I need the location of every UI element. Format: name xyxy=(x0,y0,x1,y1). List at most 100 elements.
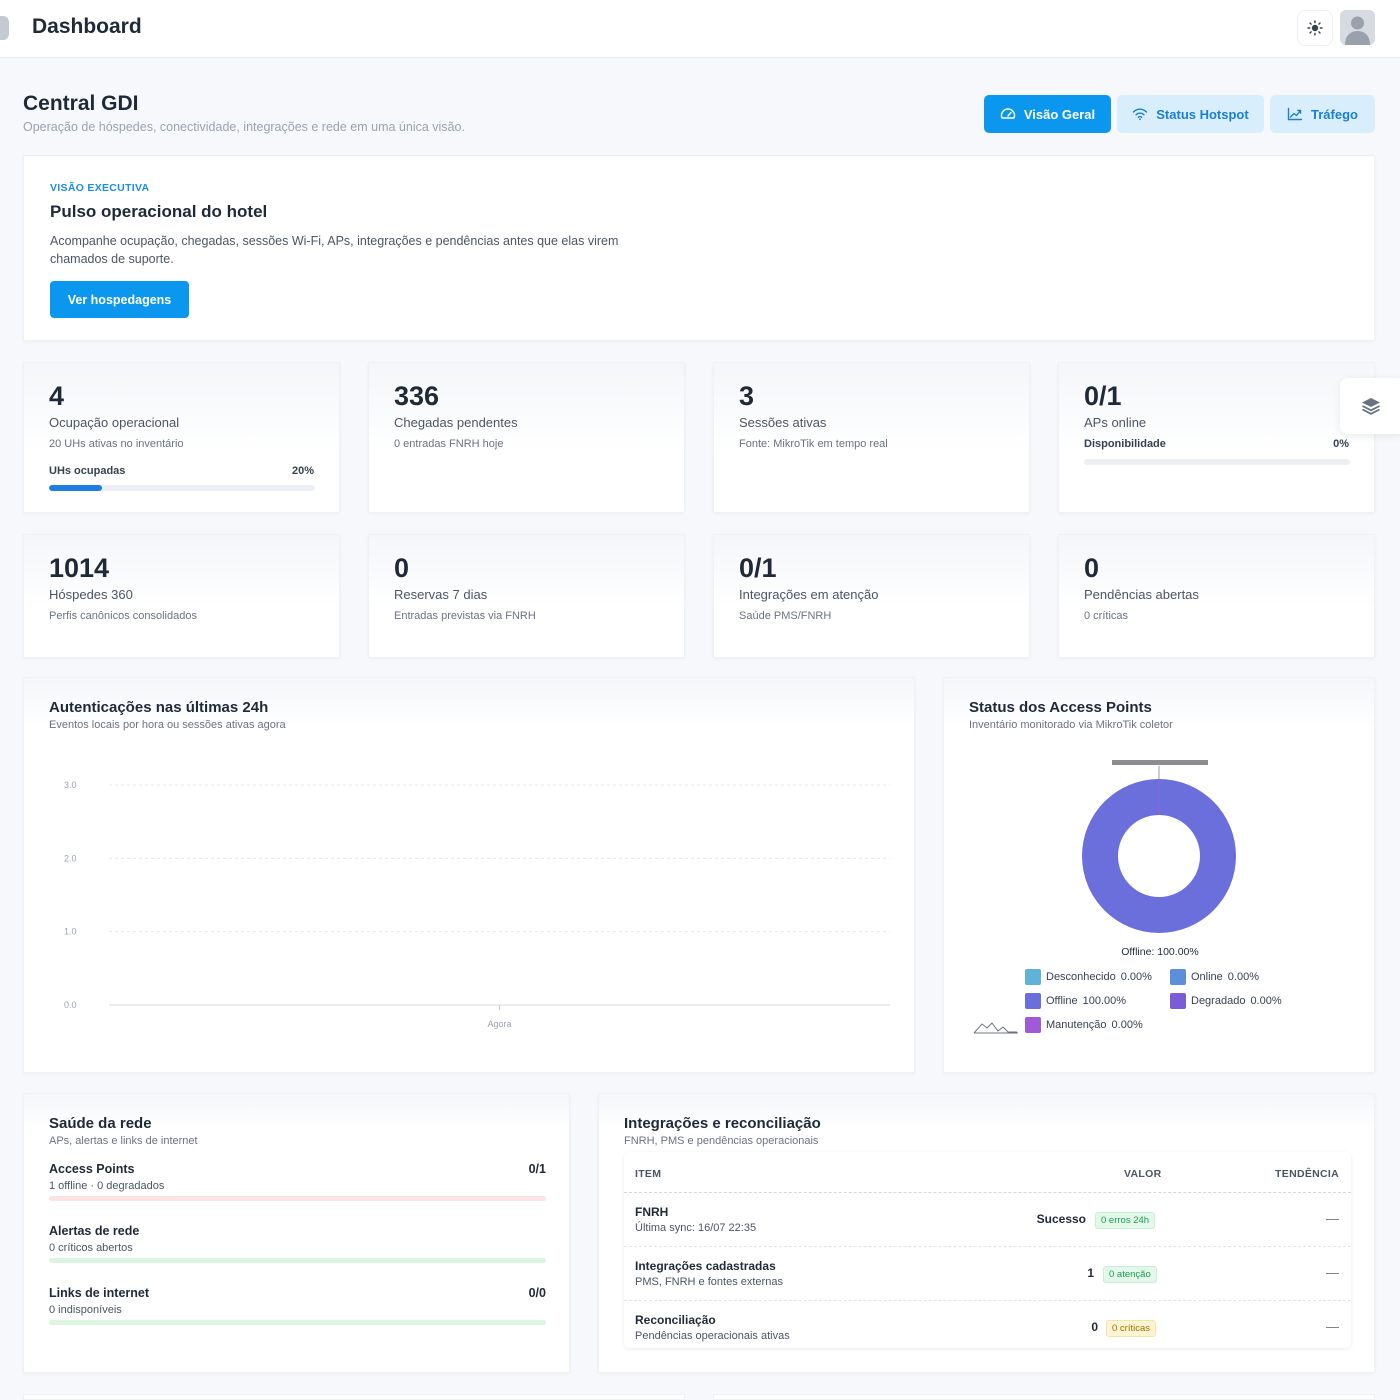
theme-toggle-button[interactable] xyxy=(1297,10,1333,46)
user-avatar[interactable] xyxy=(1340,10,1375,45)
legend-swatch xyxy=(1170,969,1186,985)
legend-swatch xyxy=(1025,969,1041,985)
network-health-panel: Saúde da rede APs, alertas e links de in… xyxy=(23,1093,570,1373)
row-title: Reconciliação xyxy=(635,1313,716,1327)
kpi-label: Ocupação operacional xyxy=(49,415,180,430)
table-row-reconciliacao[interactable]: Reconciliação Pendências operacionais at… xyxy=(624,1301,1351,1355)
legend-swatch xyxy=(1025,993,1041,1009)
legend-pct: 0.00% xyxy=(1120,971,1152,983)
access-points-panel: Status dos Access Points Inventário moni… xyxy=(943,677,1375,1073)
kpi-subtext: Fonte: MikroTik em tempo real xyxy=(739,438,888,450)
kpi-value: 1014 xyxy=(49,553,110,583)
kpi-label: APs online xyxy=(1084,415,1147,430)
authentications-panel: Autenticações nas últimas 24h Eventos lo… xyxy=(23,677,915,1073)
tab-status-hotspot[interactable]: Status Hotspot xyxy=(1117,95,1264,133)
sidebar-toggle-handle[interactable] xyxy=(0,16,9,40)
page-subtitle: Operação de hóspedes, conectividade, int… xyxy=(23,120,465,134)
row-value: 1 xyxy=(1087,1266,1094,1280)
network-row-value: 0/0 xyxy=(528,1286,546,1300)
legend-name: Desconhecido xyxy=(1046,971,1116,983)
panel-subtitle: FNRH, PMS e pendências operacionais xyxy=(624,1135,819,1147)
kpi-card-sessoes: 3 Sessões ativas Fonte: MikroTik em temp… xyxy=(713,362,1030,513)
donut-slice-offline xyxy=(1082,778,1236,934)
tab-label: Status Hotspot xyxy=(1156,106,1249,122)
row-divider xyxy=(624,1246,1351,1247)
integrations-table: ITEM VALOR TENDÊNCIA FNRH Última sync: 1… xyxy=(624,1152,1351,1348)
row-trend: — xyxy=(1326,1265,1339,1280)
ap-status-donut-chart xyxy=(1082,778,1236,934)
legend-swatch xyxy=(1170,993,1186,1009)
kpi-card-integracoes: 0/1 Integrações em atenção Saúde PMS/FNR… xyxy=(713,534,1030,658)
panel-title: Status dos Access Points xyxy=(969,699,1152,716)
kpi-card-ocupacao: 4 Ocupação operacional 20 UHs ativas no … xyxy=(23,362,340,513)
kpi-subtext: Saúde PMS/FNRH xyxy=(739,610,832,622)
kpi-label: Integrações em atenção xyxy=(739,587,879,602)
tab-trafego[interactable]: Tráfego xyxy=(1270,95,1375,133)
row-title: Integrações cadastradas xyxy=(635,1259,776,1273)
legend-name: Offline xyxy=(1046,995,1078,1007)
legend-item-desconhecido[interactable]: Desconhecido 0.00% xyxy=(1025,969,1152,985)
kpi-subtext: Entradas previstas via FNRH xyxy=(394,610,536,622)
network-row-title: Links de internet xyxy=(49,1286,150,1300)
chart-line-icon xyxy=(1287,107,1303,121)
row-trend: — xyxy=(1326,1319,1339,1334)
row-value: 0 xyxy=(1091,1320,1098,1334)
top-bar: Dashboard xyxy=(0,0,1400,58)
legend-swatch xyxy=(1025,1017,1041,1033)
app-title: Dashboard xyxy=(32,15,142,38)
page-title: Central GDI xyxy=(23,92,139,115)
ver-hospedagens-button[interactable]: Ver hospedagens xyxy=(50,281,189,318)
executive-overview-card: VISÃO EXECUTIVA Pulso operacional do hot… xyxy=(23,155,1375,341)
kpi-value: 0/1 xyxy=(1084,381,1122,411)
network-row-title: Access Points xyxy=(49,1162,135,1176)
network-row-subtext: 0 críticos abertos xyxy=(49,1242,133,1254)
kpi-value: 0 xyxy=(1084,553,1100,583)
kpi-card-reservas: 0 Reservas 7 dias Entradas previstas via… xyxy=(368,534,685,658)
legend-name: Degradado xyxy=(1191,995,1246,1007)
pie-top-callout xyxy=(1112,760,1208,780)
column-header-tendencia: TENDÊNCIA xyxy=(1275,1168,1339,1180)
hero-title: Pulso operacional do hotel xyxy=(50,202,268,221)
layers-button[interactable] xyxy=(1340,378,1400,434)
table-header-divider xyxy=(624,1192,1351,1193)
kpi-card-hospedes: 1014 Hóspedes 360 Perfis canônicos conso… xyxy=(23,534,340,658)
kpi-value: 0/1 xyxy=(739,553,777,583)
tab-visao-geral[interactable]: Visão Geral xyxy=(984,95,1111,133)
legend-item-degradado[interactable]: Degradado 0.00% xyxy=(1170,993,1282,1009)
kpi-value: 4 xyxy=(49,381,65,411)
status-badge: 0 críticas xyxy=(1106,1320,1157,1337)
panel-subtitle: Inventário monitorado via MikroTik colet… xyxy=(969,719,1173,731)
kpi-label: Pendências abertas xyxy=(1084,587,1199,602)
network-row-bar xyxy=(49,1258,546,1263)
kpi-bar-percent: 20% xyxy=(291,465,314,477)
tab-label: Visão Geral xyxy=(1023,106,1096,122)
next-cards-edge xyxy=(713,1394,1375,1400)
legend-pct: 0.00% xyxy=(1111,1019,1143,1031)
legend-item-online[interactable]: Online 0.00% xyxy=(1170,969,1259,985)
kpi-label: Hóspedes 360 xyxy=(49,587,133,602)
sparkline-watermark-icon xyxy=(973,1022,1018,1034)
kpi-card-chegadas: 336 Chegadas pendentes 0 entradas FNRH h… xyxy=(368,362,685,513)
user-avatar-icon xyxy=(1340,10,1375,45)
kpi-label: Chegadas pendentes xyxy=(394,415,518,430)
row-subtext: PMS, FNRH e fontes externas xyxy=(635,1276,783,1288)
legend-item-manutencao[interactable]: Manutenção 0.00% xyxy=(1025,1017,1143,1033)
legend-pct: 0.00% xyxy=(1227,971,1259,983)
network-row-subtext: 0 indisponíveis xyxy=(49,1304,122,1316)
row-title: FNRH xyxy=(635,1205,669,1219)
occupancy-progress-bar xyxy=(49,485,315,491)
occupancy-progress-fill xyxy=(49,485,103,491)
network-row-bar xyxy=(49,1320,546,1325)
kpi-card-pendencias: 0 Pendências abertas 0 críticas xyxy=(1058,534,1375,658)
table-row-integracoes[interactable]: Integrações cadastradas PMS, FNRH e font… xyxy=(624,1247,1351,1301)
network-row-bar xyxy=(49,1196,546,1201)
hero-eyebrow: VISÃO EXECUTIVA xyxy=(50,182,150,194)
table-row-fnrh[interactable]: FNRH Última sync: 16/07 22:35 Sucesso 0 … xyxy=(624,1193,1351,1247)
panel-subtitle: APs, alertas e links de internet xyxy=(49,1135,198,1147)
speedometer-icon xyxy=(1000,108,1016,119)
integrations-panel: Integrações e reconciliação FNRH, PMS e … xyxy=(598,1093,1375,1373)
status-badge: 0 erros 24h xyxy=(1095,1212,1156,1229)
tab-label: Tráfego xyxy=(1311,106,1358,122)
legend-item-offline[interactable]: Offline 100.00% xyxy=(1025,993,1126,1009)
donut-slice-label: Offline: 100.00% xyxy=(1121,946,1199,958)
